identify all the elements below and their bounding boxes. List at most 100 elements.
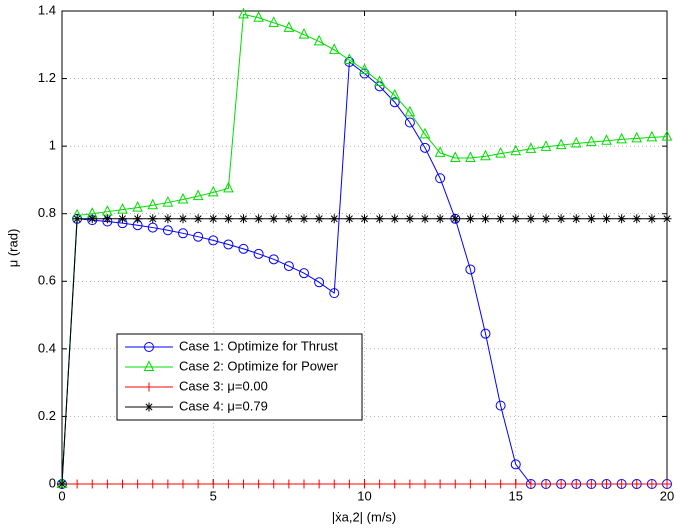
data-point bbox=[405, 479, 415, 489]
data-point bbox=[374, 75, 385, 86]
data-point bbox=[495, 146, 506, 158]
data-point bbox=[556, 214, 566, 224]
data-point bbox=[481, 214, 490, 224]
data-point bbox=[57, 479, 67, 489]
y-tick-label: 0.8 bbox=[38, 205, 56, 220]
data-point bbox=[419, 127, 431, 139]
data-point bbox=[434, 146, 446, 157]
data-point bbox=[208, 235, 219, 246]
data-point bbox=[390, 214, 400, 224]
data-point bbox=[314, 214, 324, 224]
data-point bbox=[586, 214, 596, 224]
data-point bbox=[344, 479, 354, 489]
data-point bbox=[329, 479, 339, 489]
data-point bbox=[602, 214, 611, 224]
data-point bbox=[72, 214, 82, 224]
data-point bbox=[570, 136, 582, 148]
data-point bbox=[359, 63, 370, 75]
data-point bbox=[389, 88, 401, 100]
data-point bbox=[601, 134, 612, 145]
data-point bbox=[375, 214, 385, 224]
y-tick-label: 1.4 bbox=[38, 2, 56, 17]
y-tick-label: 0.2 bbox=[38, 408, 56, 423]
data-point bbox=[133, 479, 143, 489]
data-point bbox=[284, 214, 294, 224]
x-tick-label: 5 bbox=[210, 488, 217, 503]
data-point bbox=[87, 214, 97, 224]
data-point bbox=[405, 214, 415, 224]
x-tick-label: 15 bbox=[509, 488, 523, 503]
data-point bbox=[617, 214, 627, 224]
data-point bbox=[435, 479, 445, 489]
data-point bbox=[162, 195, 174, 207]
data-point bbox=[148, 479, 158, 489]
data-point bbox=[647, 479, 657, 489]
data-point bbox=[481, 479, 490, 489]
data-point bbox=[510, 144, 522, 156]
data-point bbox=[404, 105, 416, 117]
data-point bbox=[526, 214, 536, 224]
data-point bbox=[313, 34, 325, 46]
data-point bbox=[496, 214, 506, 224]
data-point bbox=[360, 479, 369, 489]
legend-label: Case 1: Optimize for Thrust bbox=[179, 338, 338, 353]
data-point bbox=[555, 138, 567, 150]
data-point bbox=[616, 132, 627, 144]
data-point bbox=[631, 131, 643, 143]
data-point bbox=[465, 151, 476, 162]
x-tick-label: 20 bbox=[660, 488, 674, 503]
y-axis-label: μ (rad) bbox=[5, 229, 20, 268]
data-point bbox=[298, 28, 310, 39]
data-point bbox=[268, 16, 280, 27]
data-point bbox=[223, 214, 233, 224]
data-point bbox=[299, 268, 309, 279]
data-point bbox=[238, 7, 249, 19]
data-point bbox=[389, 97, 400, 108]
data-point bbox=[102, 479, 112, 489]
data-point bbox=[541, 479, 551, 489]
data-point bbox=[328, 43, 340, 54]
data-point bbox=[238, 243, 249, 254]
data-point bbox=[404, 117, 415, 128]
legend-label: Case 2: Optimize for Power bbox=[179, 358, 339, 373]
data-point bbox=[617, 479, 627, 489]
data-point bbox=[193, 214, 203, 224]
x-tick-label: 10 bbox=[357, 488, 371, 503]
data-point bbox=[525, 142, 537, 153]
data-point bbox=[208, 214, 218, 224]
data-point bbox=[254, 479, 264, 489]
data-point bbox=[571, 479, 581, 489]
data-point bbox=[480, 149, 491, 161]
data-point bbox=[390, 479, 400, 489]
data-point bbox=[177, 192, 189, 204]
data-point bbox=[632, 214, 642, 224]
legend: Case 1: Optimize for Thrust Case 2: Optim… bbox=[116, 333, 363, 421]
data-point bbox=[465, 479, 475, 489]
data-point bbox=[192, 189, 204, 201]
data-point bbox=[132, 201, 143, 212]
legend-label: Case 4: μ=0.79 bbox=[179, 398, 268, 413]
data-point bbox=[602, 479, 611, 489]
data-point bbox=[435, 173, 446, 184]
data-point bbox=[223, 181, 234, 193]
data-point bbox=[283, 21, 295, 32]
legend-marker bbox=[144, 342, 154, 352]
data-point bbox=[178, 479, 188, 489]
data-point bbox=[133, 214, 143, 224]
data-point bbox=[480, 328, 491, 339]
data-point bbox=[435, 214, 445, 224]
data-point bbox=[420, 142, 430, 153]
data-point bbox=[511, 214, 521, 224]
data-point bbox=[299, 479, 309, 489]
data-point bbox=[193, 231, 204, 242]
data-point bbox=[375, 479, 385, 489]
data-point bbox=[541, 214, 551, 224]
data-point bbox=[254, 214, 264, 224]
data-point bbox=[420, 479, 430, 489]
data-point bbox=[148, 214, 158, 224]
data-point bbox=[118, 479, 127, 489]
data-point bbox=[162, 225, 173, 236]
data-point bbox=[239, 479, 248, 489]
data-point bbox=[344, 57, 355, 68]
